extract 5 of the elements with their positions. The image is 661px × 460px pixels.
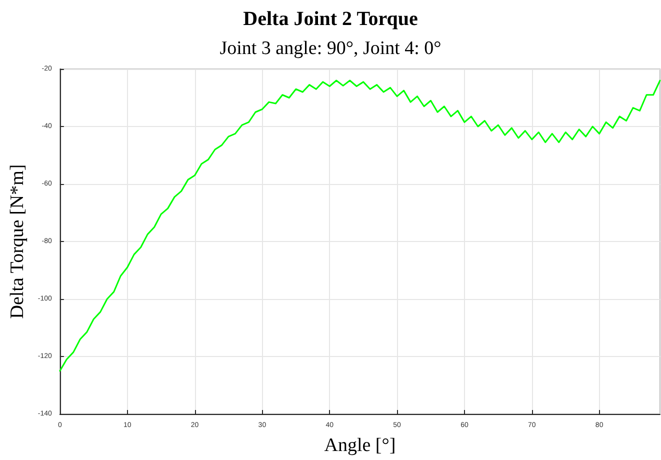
y-axis-title: Delta Torque [N*m] bbox=[7, 164, 28, 319]
chart-title: Delta Joint 2 Torque bbox=[243, 8, 418, 30]
line-series bbox=[59, 80, 661, 372]
x-axis-title: Angle [°] bbox=[324, 435, 396, 456]
chart-subtitle: Joint 3 angle: 90°, Joint 4: 0° bbox=[220, 38, 442, 59]
